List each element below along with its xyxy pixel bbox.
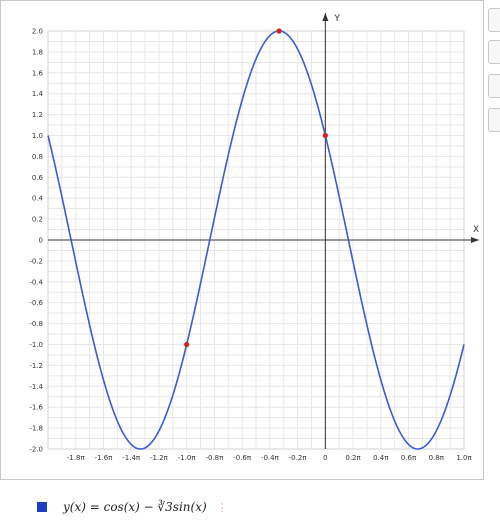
legend-label: y(x) = cos(x) − ∛3sin(x) xyxy=(63,500,207,514)
y-tick-label: -1.8 xyxy=(29,425,43,433)
x-tick-label: 1.0π xyxy=(456,454,472,462)
x-axis-label: X xyxy=(473,225,479,235)
x-tick-label: -1.6π xyxy=(95,454,114,462)
y-tick-label: -1.0 xyxy=(29,341,43,349)
data-point xyxy=(322,132,328,139)
x-tick-label: 0.6π xyxy=(401,454,417,462)
y-tick-label: -1.2 xyxy=(29,362,43,370)
y-axis-label: Y xyxy=(333,14,340,24)
reset-view-button[interactable] xyxy=(488,108,500,132)
y-tick-label: 2.0 xyxy=(32,28,43,36)
y-tick-label: 1.2 xyxy=(32,111,43,119)
y-tick-label: 0 xyxy=(39,237,43,245)
legend: y(x) = cos(x) − ∛3sin(x) ⋮ xyxy=(37,497,228,517)
x-tick-label: -1.2π xyxy=(150,454,169,462)
y-tick-label: 1.4 xyxy=(32,90,44,98)
zoom-in-button[interactable] xyxy=(488,8,500,32)
x-tick-label: -0.4π xyxy=(261,454,280,462)
data-point xyxy=(184,341,190,348)
y-tick-label: 1.8 xyxy=(32,48,43,56)
legend-swatch xyxy=(37,502,47,512)
pan-button[interactable] xyxy=(488,74,500,98)
x-tick-label: 0.8π xyxy=(429,454,445,462)
y-tick-label: 0.2 xyxy=(32,216,43,224)
y-tick-label: -0.8 xyxy=(29,320,43,328)
y-tick-label: 1.0 xyxy=(32,132,43,140)
x-tick-label: -1.4π xyxy=(122,454,141,462)
series-line xyxy=(47,30,465,450)
x-tick-label: -0.6π xyxy=(233,454,252,462)
y-tick-label: 0.8 xyxy=(32,153,43,161)
y-tick-label: -2.0 xyxy=(29,446,43,454)
x-tick-label: -1.8π xyxy=(67,454,86,462)
x-tick-label: -0.8π xyxy=(205,454,224,462)
y-tick-label: 1.6 xyxy=(32,69,44,77)
x-axis-arrow xyxy=(471,237,479,243)
y-tick-label: -0.6 xyxy=(29,299,43,307)
x-tick-label: 0.2π xyxy=(345,454,361,462)
x-tick-label: 0.4π xyxy=(373,454,389,462)
y-tick-label: -0.2 xyxy=(29,257,43,265)
y-axis-arrow xyxy=(322,13,329,21)
y-tick-label: 0.4 xyxy=(32,195,44,203)
function-chart[interactable]: Y X 2.0 1.8 1.6 1.4 1.2 1.0 0.8 0.6 0.4 0.2 0 -0.2 -0.… xyxy=(1,1,485,481)
legend-marker: ⋮ xyxy=(216,500,228,514)
y-tick-label: -1.4 xyxy=(29,383,43,391)
x-tick-label: 0 xyxy=(323,454,327,462)
plot-frame: Y X 2.0 1.8 1.6 1.4 1.2 1.0 0.8 0.6 0.4 0.2 0 -0.2 -0.… xyxy=(0,0,484,480)
y-tick-label: 0.6 xyxy=(32,174,44,182)
x-tick-label: -1.0π xyxy=(178,454,197,462)
y-tick-label: -1.6 xyxy=(29,404,43,412)
data-point xyxy=(276,28,282,34)
y-tick-label: -0.4 xyxy=(29,278,43,286)
x-tick-label: -0.2π xyxy=(289,454,308,462)
zoom-out-button[interactable] xyxy=(488,40,500,64)
